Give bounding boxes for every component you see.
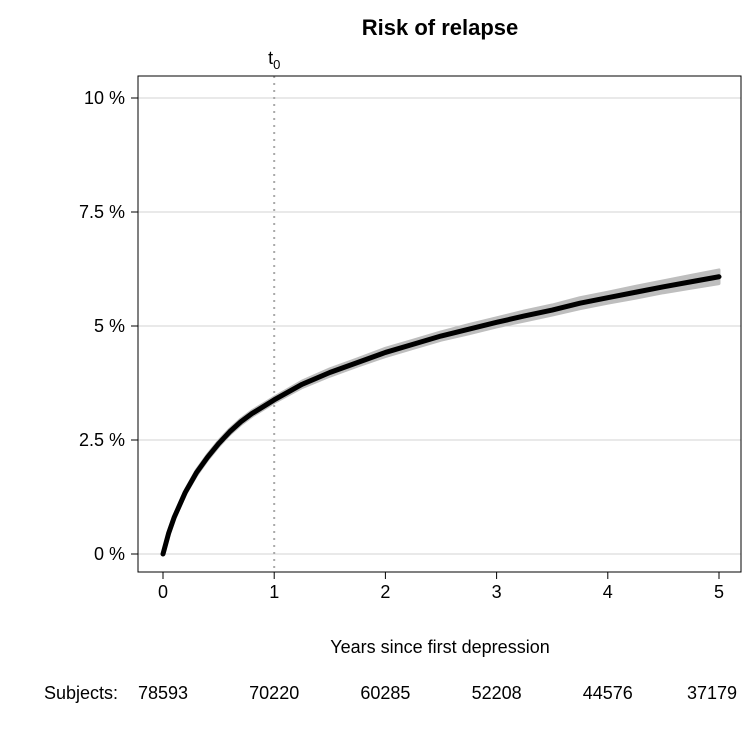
x-tick-label-0: 0 [158,582,168,602]
x-axis-label: Years since first depression [330,637,549,657]
risk-table-value-2: 60285 [360,683,410,703]
chart-title: Risk of relapse [362,15,519,40]
y-tick-label-1: 2.5 % [79,430,125,450]
y-tick-label-4: 10 % [84,88,125,108]
x-tick-label-5: 5 [714,582,724,602]
x-tick-label-3: 3 [492,582,502,602]
risk-table-value-4: 44576 [583,683,633,703]
x-axis: 0 1 2 3 4 5 [158,572,724,602]
risk-table-value-3: 52208 [472,683,522,703]
x-tick-label-4: 4 [603,582,613,602]
y-tick-label-3: 7.5 % [79,202,125,222]
risk-table-label: Subjects: [44,683,118,703]
gridlines [138,97,741,555]
y-tick-label-0: 0 % [94,544,125,564]
series-line-layer [160,274,722,557]
risk-table-value-0: 78593 [138,683,188,703]
y-tick-label-2: 5 % [94,316,125,336]
risk-table-value-1: 70220 [249,683,299,703]
x-tick-label-1: 1 [269,582,279,602]
confidence-band-layer [161,268,721,556]
risk-table: Subjects: 78593 70220 60285 52208 44576 37179 [44,683,737,703]
risk-table-value-5: 37179 [687,683,737,703]
confidence-band [161,268,721,556]
plot-frame [137,75,742,573]
reference-line-layer: t0 [268,48,280,572]
series-line [160,274,722,557]
y-axis: 0 % 2.5 % 5 % 7.5 % 10 % [79,88,138,564]
reference-line-label: t0 [268,48,280,72]
x-tick-label-2: 2 [380,582,390,602]
